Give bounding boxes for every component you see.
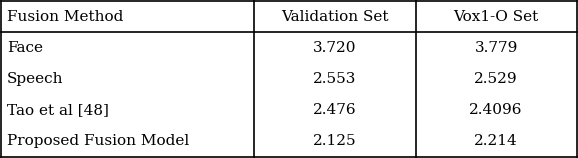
Text: 2.553: 2.553: [313, 72, 357, 86]
Text: Proposed Fusion Model: Proposed Fusion Model: [7, 134, 190, 148]
Text: Vox1-O Set: Vox1-O Set: [454, 10, 539, 24]
Text: 2.214: 2.214: [474, 134, 518, 148]
Text: Face: Face: [7, 41, 43, 55]
Text: 3.720: 3.720: [313, 41, 357, 55]
Text: 2.125: 2.125: [313, 134, 357, 148]
Text: Validation Set: Validation Set: [281, 10, 389, 24]
Text: Speech: Speech: [7, 72, 64, 86]
Text: 2.476: 2.476: [313, 103, 357, 117]
Text: 2.4096: 2.4096: [469, 103, 523, 117]
Text: Tao et al [48]: Tao et al [48]: [7, 103, 109, 117]
Text: Fusion Method: Fusion Method: [7, 10, 124, 24]
Text: 3.779: 3.779: [475, 41, 518, 55]
Text: 2.529: 2.529: [475, 72, 518, 86]
